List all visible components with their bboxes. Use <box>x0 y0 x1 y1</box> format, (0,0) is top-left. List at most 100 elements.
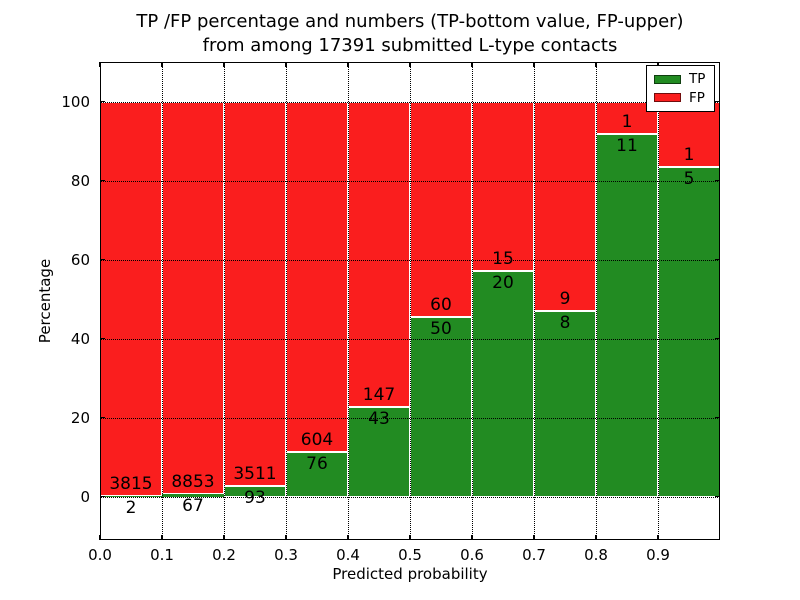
x-tick-top-0.0 <box>99 62 101 67</box>
x-tick-bottom-0.2 <box>223 535 225 540</box>
fp-count-label-8: 1 <box>621 112 633 133</box>
gridline-v-0.5 <box>410 62 411 540</box>
x-tick-bottom-0.8 <box>595 535 597 540</box>
gridline-v-0.1 <box>162 62 163 540</box>
x-tick-bottom-0.5 <box>409 535 411 540</box>
tp-count-label-2: 93 <box>244 488 266 509</box>
bar-tp-segment-9 <box>658 167 720 497</box>
y-tick-label-0: 0 <box>80 487 90 506</box>
tp-count-label-4: 43 <box>368 409 390 430</box>
x-tick-label-0.2: 0.2 <box>212 546 236 564</box>
y-tick-right-100 <box>715 100 720 103</box>
x-tick-top-0.4 <box>347 62 349 67</box>
gridline-v-0.7 <box>534 62 535 540</box>
fp-count-label-5: 60 <box>430 294 452 315</box>
bar-tp-segment-6 <box>472 270 534 497</box>
tp-count-label-7: 8 <box>559 312 571 333</box>
y-tick-right-40 <box>715 337 720 340</box>
bar-tp-segment-1 <box>162 493 224 497</box>
plot-area: 3815 2 8853 67 3511 93 604 76 147 43 60 50 15 20 9 8 1 11… <box>99 62 720 540</box>
legend-entry-tp: TP <box>654 72 707 86</box>
tp-count-label-1: 67 <box>182 495 204 516</box>
fp-count-label-0: 3815 <box>109 474 153 495</box>
bar-fp-segment-6 <box>472 101 534 271</box>
gridline-v-0.4 <box>348 62 349 540</box>
x-tick-top-0.3 <box>285 62 287 67</box>
x-tick-top-0.1 <box>161 62 163 67</box>
y-tick-right-0 <box>715 495 720 498</box>
x-tick-top-0.2 <box>223 62 225 67</box>
tp-count-label-3: 76 <box>306 454 328 475</box>
bar-fp-segment-4 <box>348 101 410 408</box>
y-tick-right-60 <box>715 258 720 261</box>
y-tick-label-20: 20 <box>70 408 90 427</box>
fp-count-label-4: 147 <box>362 385 396 406</box>
fp-color-swatch <box>654 93 681 103</box>
chart-title-line1: TP /FP percentage and numbers (TP-bottom… <box>136 11 684 32</box>
legend-entry-fp: FP <box>654 91 707 105</box>
x-tick-label-0.4: 0.4 <box>336 546 360 564</box>
y-tick-right-20 <box>715 416 720 419</box>
y-tick-label-80: 80 <box>70 171 90 190</box>
x-tick-label-0.5: 0.5 <box>398 546 422 564</box>
chart-title-line2: from among 17391 submitted L-type contac… <box>202 35 618 56</box>
x-tick-label-0.8: 0.8 <box>584 546 608 564</box>
tp-count-label-0: 2 <box>125 498 137 519</box>
x-tick-bottom-0.9 <box>657 535 659 540</box>
bar-tp-segment-5 <box>410 316 472 497</box>
legend-label-tp: TP <box>689 71 706 88</box>
gridline-v-0.6 <box>472 62 473 540</box>
bar-fp-segment-3 <box>286 101 348 453</box>
gridline-v-0.9 <box>658 62 659 540</box>
x-tick-bottom-0.3 <box>285 535 287 540</box>
bar-fp-segment-2 <box>224 101 286 487</box>
x-axis-label: Predicted probability <box>332 565 488 583</box>
gridline-v-0.8 <box>596 62 597 540</box>
fp-count-label-9: 1 <box>683 145 695 166</box>
fp-count-label-1: 8853 <box>171 471 215 492</box>
bar-fp-segment-5 <box>410 101 472 317</box>
bar-fp-segment-0 <box>100 101 162 497</box>
gridline-v-0.3 <box>286 62 287 540</box>
x-tick-top-0.8 <box>595 62 597 67</box>
y-tick-left-20 <box>100 416 105 419</box>
bar-tp-segment-4 <box>348 407 410 497</box>
fp-count-label-3: 604 <box>300 430 334 451</box>
x-tick-bottom-0.4 <box>347 535 349 540</box>
fp-count-label-6: 15 <box>492 248 514 269</box>
bar-tp-segment-3 <box>286 452 348 497</box>
y-tick-label-100: 100 <box>61 92 90 111</box>
x-tick-top-0.9 <box>657 62 659 67</box>
legend-label-fp: FP <box>689 89 705 106</box>
tp-count-label-5: 50 <box>430 318 452 339</box>
y-tick-left-80 <box>100 179 105 182</box>
bar-fp-segment-1 <box>162 101 224 494</box>
fp-count-label-7: 9 <box>559 288 571 309</box>
x-tick-bottom-0.1 <box>161 535 163 540</box>
y-tick-label-40: 40 <box>70 329 90 348</box>
y-tick-left-100 <box>100 100 105 103</box>
bar-fp-segment-7 <box>534 101 596 311</box>
bar-tp-segment-8 <box>596 134 658 497</box>
x-tick-bottom-0.0 <box>99 535 101 540</box>
x-tick-label-0.3: 0.3 <box>274 546 298 564</box>
y-tick-right-80 <box>715 179 720 182</box>
x-tick-top-0.5 <box>409 62 411 67</box>
tp-color-swatch <box>654 74 681 84</box>
tp-count-label-8: 11 <box>616 136 638 157</box>
x-tick-bottom-0.7 <box>533 535 535 540</box>
chart-title: TP /FP percentage and numbers (TP-bottom… <box>100 10 720 58</box>
x-tick-label-0.9: 0.9 <box>646 546 670 564</box>
x-tick-label-0.7: 0.7 <box>522 546 546 564</box>
y-tick-label-60: 60 <box>70 250 90 269</box>
x-tick-label-0.1: 0.1 <box>150 546 174 564</box>
x-tick-top-0.6 <box>471 62 473 67</box>
fp-count-label-2: 3511 <box>233 464 277 485</box>
gridline-v-0.2 <box>224 62 225 540</box>
y-tick-left-40 <box>100 337 105 340</box>
x-tick-top-0.7 <box>533 62 535 67</box>
y-tick-left-0 <box>100 495 105 498</box>
x-tick-label-0.0: 0.0 <box>88 546 112 564</box>
legend: TP FP <box>646 65 715 112</box>
